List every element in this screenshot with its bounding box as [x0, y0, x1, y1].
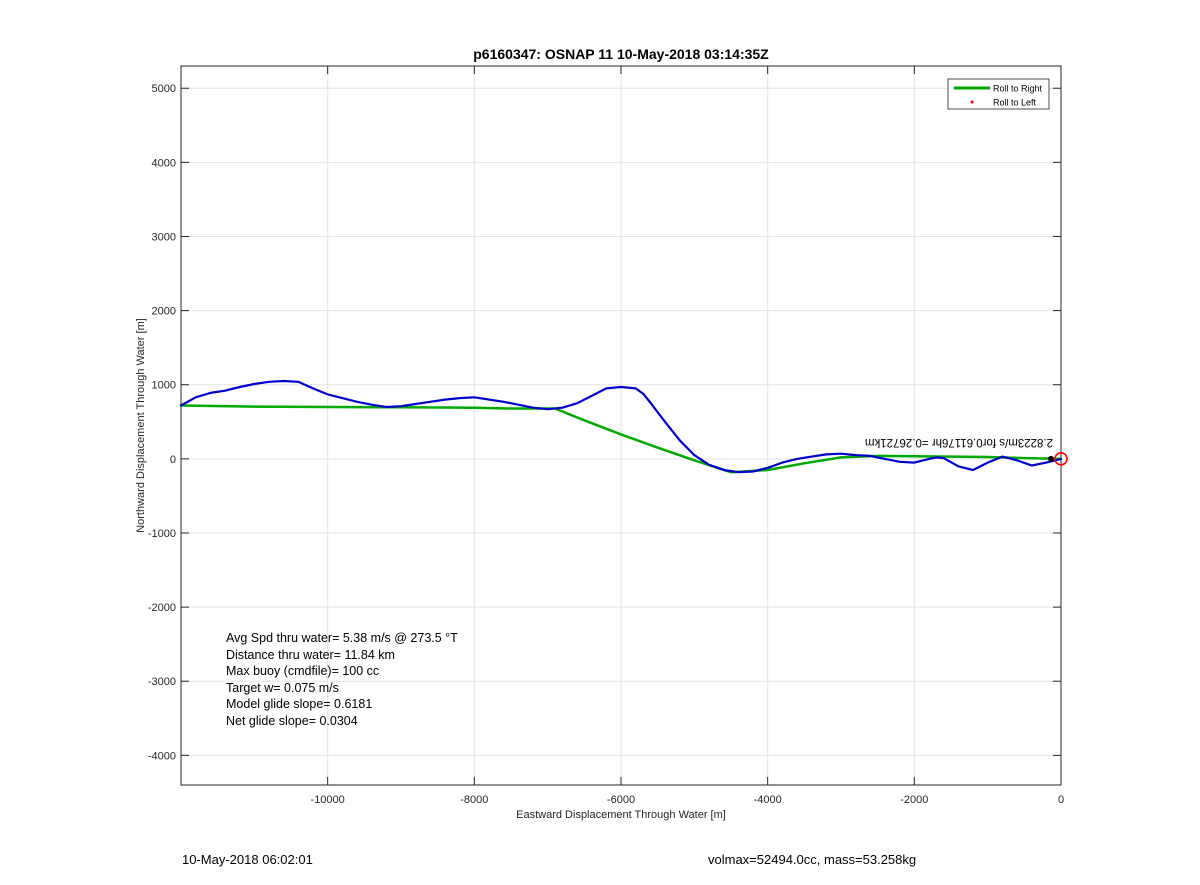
y-tick-label: -4000 — [148, 750, 176, 762]
x-tick-label: -4000 — [754, 794, 782, 806]
endpoint-dot — [1048, 455, 1054, 462]
y-tick-label: -2000 — [148, 602, 176, 614]
y-tick-label: 5000 — [152, 83, 176, 95]
y-axis-label: Northward Displacement Through Water [m] — [135, 318, 147, 533]
legend-label: Roll to Left — [993, 98, 1037, 108]
x-tick-label: 0 — [1058, 794, 1064, 806]
footer-volmax-mass: volmax=52494.0cc, mass=53.258kg — [708, 852, 917, 867]
legend-label: Roll to Right — [993, 84, 1043, 94]
track-roll-right-line — [179, 404, 1063, 474]
y-tick-label: 0 — [170, 454, 176, 466]
y-tick-label: 2000 — [152, 306, 176, 318]
footer-timestamp: 10-May-2018 06:02:01 — [182, 852, 313, 867]
track-roll-left-line — [179, 379, 1063, 474]
x-tick-label: -6000 — [607, 794, 635, 806]
x-tick-label: -10000 — [311, 794, 345, 806]
x-tick-label: -8000 — [460, 794, 488, 806]
y-tick-label: 4000 — [152, 157, 176, 169]
mirrored-annotation: 2.8223m/s for0.61176hr =0.26721km — [865, 436, 1053, 448]
y-tick-label: -1000 — [148, 528, 176, 540]
chart-title: p6160347: OSNAP 11 10-May-2018 03:14:35Z — [473, 46, 769, 62]
stat-net-glide: Net glide slope= 0.0304 — [226, 713, 358, 728]
stat-target-w: Target w= 0.075 m/s — [226, 680, 339, 695]
legend-dot-swatch — [970, 100, 974, 104]
y-tick-label: 3000 — [152, 231, 176, 243]
y-tick-label: 1000 — [152, 380, 176, 392]
endpoint-marker — [1054, 452, 1068, 466]
stat-model-glide: Model glide slope= 0.6181 — [226, 697, 373, 711]
stats-text-block: Avg Spd thru water= 5.38 m/s @ 273.5 °T … — [226, 630, 458, 729]
legend-box — [947, 78, 1050, 110]
stat-distance: Distance thru water= 11.84 km — [226, 647, 395, 662]
y-tick-label: -3000 — [148, 676, 176, 688]
stat-max-buoy: Max buoy (cmdfile)= 100 cc — [226, 664, 380, 678]
x-tick-label: -2000 — [900, 794, 928, 806]
x-axis-label: Eastward Displacement Through Water [m] — [516, 809, 726, 821]
stat-avg-speed: Avg Spd thru water= 5.38 m/s @ 273.5 °T — [226, 631, 458, 645]
